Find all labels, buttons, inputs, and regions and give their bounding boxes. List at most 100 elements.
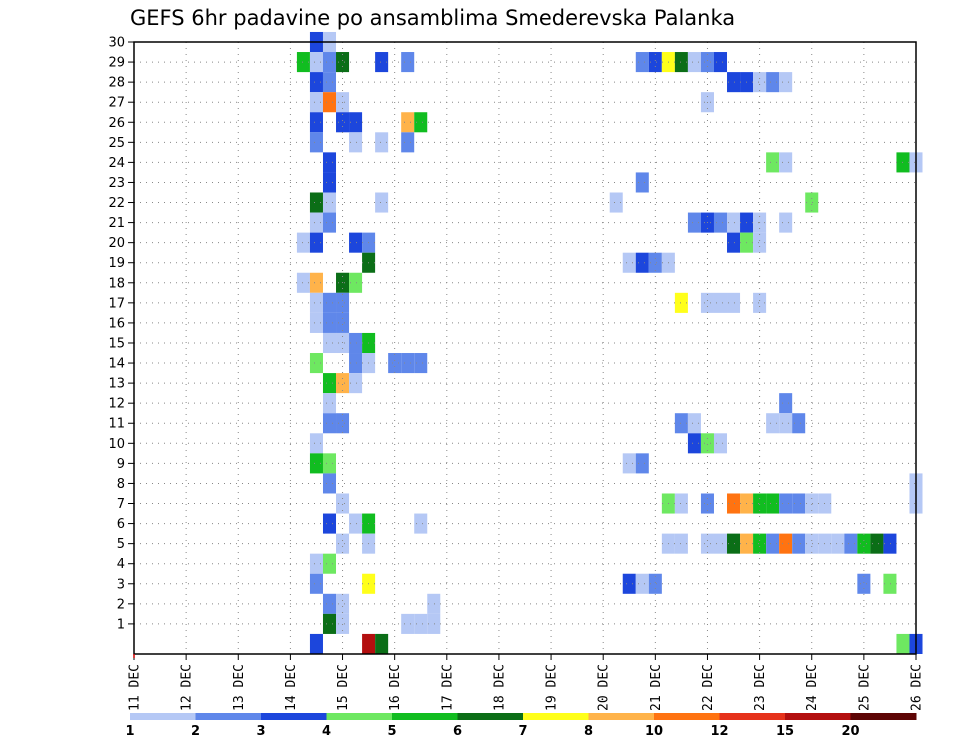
heatmap-cell [870, 533, 884, 554]
heatmap-cell [336, 413, 350, 434]
heatmap-cell [375, 192, 389, 213]
heatmap-cell [713, 292, 728, 313]
heatmap-cell [309, 312, 323, 333]
heatmap-cell [296, 232, 310, 253]
heatmap-cell [375, 52, 389, 73]
heatmap-cell [700, 493, 714, 514]
heatmap-cell [779, 152, 793, 173]
heatmap-cell [427, 593, 441, 614]
heatmap-cell [309, 272, 323, 293]
heatmap-cell [766, 152, 780, 173]
colorbar-label: 15 [776, 724, 794, 739]
y-tick-label: 11 [108, 417, 125, 432]
heatmap-cell [349, 112, 363, 133]
heatmap-cell [635, 453, 649, 474]
colorbar-swatch [130, 713, 196, 720]
heatmap-cell [700, 433, 714, 454]
heatmap-cell [322, 212, 337, 233]
x-tick-label: 21 DEC [649, 664, 664, 711]
heatmap-cell [753, 72, 767, 93]
colorbar-swatch [326, 713, 393, 720]
heatmap-cell [322, 453, 337, 474]
heatmap-cell [687, 52, 701, 73]
heatmap-cell [414, 613, 428, 634]
heatmap-cell [309, 553, 323, 574]
colorbar-label: 4 [322, 724, 331, 739]
heatmap-cell [687, 212, 701, 233]
heatmap-cell [609, 192, 623, 213]
heatmap-cell [857, 573, 871, 594]
x-axis: 11 DEC 12 DEC 13 DEC 14 DEC 15 DEC 16 DEC 17 D… [128, 654, 925, 711]
y-tick-label: 12 [108, 397, 125, 412]
heatmap-cell [309, 132, 323, 153]
heatmap-cell [753, 493, 767, 514]
y-tick-label: 16 [108, 316, 125, 331]
colorbar-label: 2 [191, 724, 200, 739]
heatmap-cell [713, 212, 728, 233]
heatmap-cell [883, 573, 897, 594]
heatmap-cell [831, 533, 845, 554]
heatmap-cell [309, 92, 323, 113]
heatmap-cell [779, 393, 793, 414]
heatmap-cell [713, 533, 728, 554]
heatmap-cell [727, 493, 741, 514]
y-tick-label: 29 [108, 56, 125, 71]
heatmap-cell [309, 573, 323, 594]
y-tick-label: 20 [108, 236, 125, 251]
x-tick-label: 13 DEC [232, 664, 247, 711]
heatmap-cell [336, 312, 350, 333]
heatmap-cell [309, 353, 323, 374]
heatmap-cell [753, 232, 767, 253]
y-tick-label: 3 [117, 577, 125, 592]
heatmap-cell [322, 513, 337, 534]
heatmap-cell [427, 613, 441, 634]
colorbar-swatch [392, 713, 458, 720]
y-tick-label: 22 [108, 196, 125, 211]
colorbar-swatch [719, 713, 786, 720]
y-tick-label: 1 [117, 617, 125, 632]
y-tick-label: 2 [117, 597, 125, 612]
heatmap-cell [309, 212, 323, 233]
heatmap-cell [322, 473, 337, 494]
heatmap-cell [401, 112, 415, 133]
heatmap-cell [322, 152, 337, 173]
x-tick-label: 19 DEC [545, 664, 560, 711]
heatmap-cell [322, 92, 337, 113]
heatmap-cell [648, 573, 662, 594]
y-tick-label: 25 [108, 136, 125, 151]
heatmap-cell [349, 272, 363, 293]
heatmap-cell [349, 232, 363, 253]
heatmap-cell [336, 292, 350, 313]
grid-lines [134, 41, 917, 654]
heatmap-cell [322, 292, 337, 313]
y-axis: 1234567891011121314151617181920212223242… [108, 36, 134, 632]
x-tick-label: 20 DEC [597, 664, 612, 711]
heatmap-cell [674, 292, 688, 313]
heatmap-cell [792, 413, 806, 434]
heatmap-cell [700, 52, 714, 73]
colorbar: 1 2 3 4 5 6 7 8 10 12 15 20 [125, 713, 917, 739]
colorbar-swatch [654, 713, 720, 720]
colorbar-label: 3 [256, 724, 265, 739]
heatmap-cell [792, 533, 806, 554]
x-tick-label: 18 DEC [492, 664, 507, 711]
heatmap-cell [635, 252, 649, 273]
colorbar-label: 12 [710, 724, 728, 739]
heatmap-cell [622, 252, 636, 273]
y-tick-label: 24 [108, 156, 125, 171]
x-tick-label: 23 DEC [753, 664, 768, 711]
heatmap-cell [727, 533, 741, 554]
heatmap-cell [349, 132, 363, 153]
colorbar-label: 20 [841, 724, 859, 739]
heatmap-cell [322, 613, 337, 634]
heatmap-cell [336, 373, 350, 394]
heatmap-cell [792, 493, 806, 514]
x-tick-label: 22 DEC [701, 664, 716, 711]
heatmap-cell [322, 72, 337, 93]
heatmap-cells [296, 31, 923, 654]
heatmap-cell [336, 613, 350, 634]
heatmap-cell [322, 413, 337, 434]
heatmap-cell [753, 292, 767, 313]
heatmap-cell [401, 613, 415, 634]
heatmap-cell [857, 533, 871, 554]
